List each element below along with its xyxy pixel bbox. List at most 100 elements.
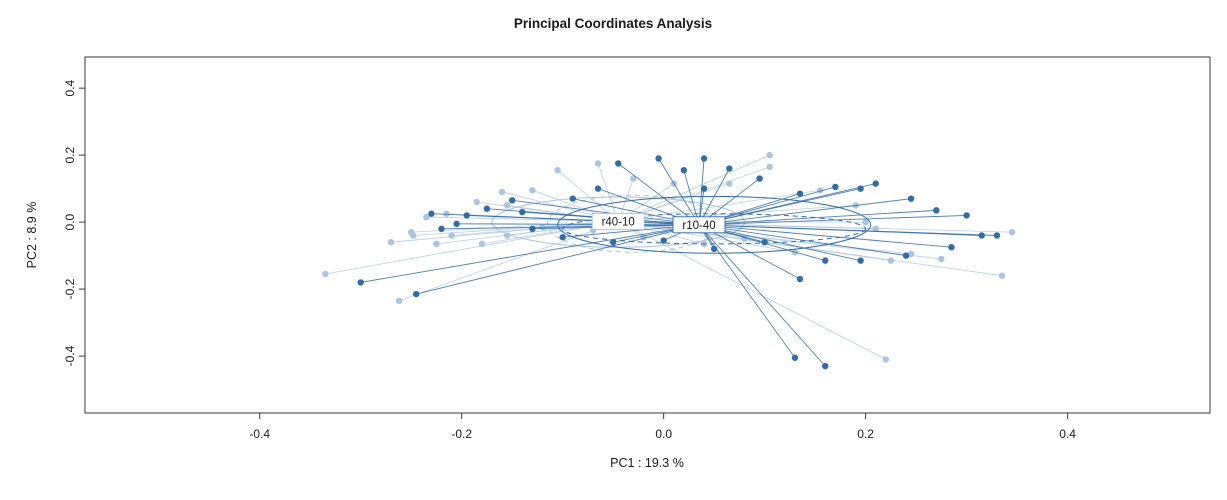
data-point (872, 180, 879, 187)
centroid-label: r10-40 (682, 220, 715, 232)
data-point (453, 220, 460, 227)
data-point (872, 225, 879, 233)
spider-line (698, 198, 912, 226)
group-ellipse-dashed (562, 213, 867, 245)
data-point (660, 237, 667, 244)
centroid-label-box (672, 216, 726, 234)
x-axis-label: PC1 : 19.3 % (610, 456, 684, 470)
spider-line (698, 224, 861, 262)
y-tick-label: -0.2 (63, 278, 77, 299)
data-point (938, 255, 945, 263)
data-point (357, 279, 364, 286)
data-point (998, 272, 1006, 279)
data-point (503, 232, 511, 239)
y-tick-label: 0.2 (63, 146, 77, 163)
data-point (978, 232, 985, 239)
spider-line (698, 158, 705, 225)
spider-line (698, 224, 907, 257)
data-point (822, 362, 829, 370)
data-point (478, 240, 486, 248)
data-point (791, 354, 799, 361)
data-point (594, 160, 602, 167)
x-tick-label: -0.2 (451, 427, 472, 441)
data-point (726, 165, 733, 172)
data-point (700, 155, 708, 162)
axes: -0.4 -0.2 0.0 0.2 0.4 -0.4 -0.2 0.0 0.2 0.4 (63, 79, 1076, 441)
group-r40-10 (322, 151, 1016, 363)
data-point (766, 151, 773, 159)
data-point (569, 195, 576, 202)
plot-content: r40-10 r10-40 (322, 151, 1016, 370)
data-point (902, 252, 910, 259)
data-point (832, 183, 839, 191)
group-r10-40 (357, 155, 1001, 370)
y-axis-label: PC2 : 8.9 % (25, 202, 39, 269)
group-ellipse-solid (557, 195, 872, 254)
data-point (766, 163, 773, 171)
data-point (483, 205, 491, 212)
spider-line (617, 163, 700, 226)
data-point (963, 212, 970, 219)
data-point (508, 197, 516, 204)
data-point (529, 225, 536, 233)
spider-line (698, 214, 967, 226)
centroid-label-box (591, 212, 645, 230)
data-point (438, 225, 445, 233)
data-point (680, 166, 688, 174)
spider-line (698, 183, 876, 226)
spider-line (698, 224, 826, 367)
x-tick-label: -0.4 (249, 427, 270, 441)
data-point (594, 185, 602, 192)
data-point (615, 160, 622, 167)
data-point (857, 185, 864, 192)
data-point (498, 188, 506, 196)
y-tick-label: -0.4 (63, 345, 77, 366)
data-point (423, 213, 430, 221)
spider-line (618, 221, 887, 360)
data-point (796, 275, 804, 283)
data-point (796, 190, 804, 197)
data-point (433, 240, 440, 248)
spider-line (512, 199, 700, 226)
data-point (756, 175, 763, 182)
spider-line (398, 221, 619, 302)
data-point (443, 210, 450, 217)
data-point (473, 198, 481, 206)
x-tick-label: 0.0 (655, 427, 672, 441)
data-point (1008, 228, 1016, 236)
data-point (907, 195, 915, 202)
data-point (907, 250, 915, 258)
spider-line (416, 224, 700, 295)
data-point (933, 207, 940, 214)
spider-line (411, 221, 619, 233)
data-point (529, 187, 536, 194)
spider-line (456, 223, 700, 226)
data-point (630, 175, 637, 182)
data-point (503, 202, 511, 209)
spider-line (698, 224, 801, 280)
y-tick-label: 0.0 (63, 213, 77, 230)
spider-line (698, 224, 997, 236)
spider-line (698, 209, 937, 226)
data-point (609, 239, 617, 246)
data-point (822, 257, 829, 264)
y-tick-label: 0.4 (63, 79, 77, 96)
data-point (428, 210, 435, 217)
spider-line (618, 166, 770, 222)
data-point (710, 245, 718, 253)
data-point (395, 297, 403, 305)
data-point (655, 155, 662, 162)
x-tick-label: 0.2 (857, 427, 874, 441)
plot-border (84, 56, 1211, 414)
data-point (554, 166, 561, 174)
centroid-label: r40-10 (602, 216, 635, 228)
spider-line (698, 224, 952, 248)
data-point (857, 257, 864, 264)
data-point (559, 233, 566, 241)
spider-line (466, 214, 700, 226)
data-point (700, 185, 708, 192)
data-point (322, 270, 329, 278)
x-tick-label: 0.4 (1059, 427, 1076, 441)
